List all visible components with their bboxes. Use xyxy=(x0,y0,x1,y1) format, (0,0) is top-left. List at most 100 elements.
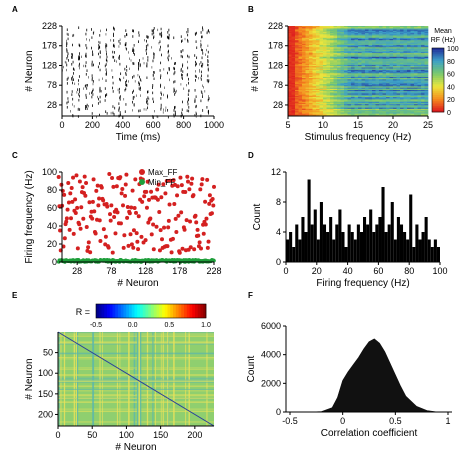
heat-cell xyxy=(302,111,306,113)
heat-cell xyxy=(326,99,331,101)
heat-cell xyxy=(386,67,390,69)
heat-cell xyxy=(372,27,376,29)
heat-cell xyxy=(368,31,373,34)
heat-cell xyxy=(316,37,320,40)
heat-cell xyxy=(291,46,296,48)
heat-cell xyxy=(291,101,296,104)
heat-cell xyxy=(407,66,411,68)
heat-cell xyxy=(393,99,397,101)
heat-cell xyxy=(407,93,411,95)
heat-cell xyxy=(389,97,394,99)
max-ff-point xyxy=(199,182,204,187)
heat-cell xyxy=(403,93,408,95)
heat-cell xyxy=(298,78,303,80)
heat-cell xyxy=(410,40,415,42)
histogram-bar xyxy=(319,202,323,262)
heat-cell xyxy=(368,87,373,90)
heat-cell xyxy=(424,74,429,77)
heat-cell xyxy=(421,89,425,92)
heat-cell xyxy=(396,59,401,61)
heat-cell xyxy=(295,80,299,82)
heat-cell xyxy=(407,78,411,80)
heat-cell xyxy=(305,73,310,75)
heat-cell xyxy=(288,53,292,55)
heat-cell xyxy=(295,56,299,59)
heat-cell xyxy=(389,57,394,60)
heat-cell xyxy=(417,50,422,53)
colorbar-cell xyxy=(432,103,444,106)
heat-cell xyxy=(372,106,376,109)
heat-cell xyxy=(291,41,296,43)
heat-cell xyxy=(358,113,362,116)
heat-cell xyxy=(407,81,411,84)
colorbar-tick-label: 60 xyxy=(447,72,455,79)
colorbar-cell xyxy=(137,304,141,318)
heat-cell xyxy=(340,26,345,28)
heat-cell xyxy=(393,57,397,60)
heat-cell xyxy=(407,100,411,103)
heat-cell xyxy=(407,71,411,73)
heat-cell xyxy=(372,112,376,114)
heat-cell xyxy=(305,37,310,40)
heat-cell xyxy=(351,104,355,106)
heat-cell xyxy=(312,44,317,47)
heat-cell xyxy=(424,95,429,98)
heat-cell xyxy=(358,94,362,97)
max-ff-point xyxy=(96,203,101,208)
heat-cell xyxy=(368,59,373,61)
heat-cell xyxy=(312,63,317,66)
heat-cell xyxy=(344,100,348,103)
heat-cell xyxy=(389,66,394,68)
heat-cell xyxy=(316,101,320,104)
heat-cell xyxy=(337,94,341,97)
heat-cell xyxy=(354,107,359,110)
heat-cell xyxy=(295,52,299,54)
heat-cell xyxy=(368,26,373,28)
heat-cell xyxy=(333,61,338,64)
heat-cell xyxy=(368,84,373,86)
heat-cell xyxy=(368,29,373,32)
heat-cell xyxy=(414,97,418,99)
heat-cell xyxy=(330,29,334,32)
heat-cell xyxy=(312,67,317,69)
heat-cell xyxy=(372,57,376,60)
colorbar-cell xyxy=(432,65,444,68)
matrix-row-band xyxy=(58,342,214,344)
heat-cell xyxy=(309,89,313,92)
heat-cell xyxy=(295,112,299,114)
heat-cell xyxy=(330,75,334,78)
heat-cell xyxy=(403,81,408,84)
heat-cell xyxy=(351,65,355,67)
heat-cell xyxy=(400,63,404,66)
heat-cell xyxy=(326,101,331,104)
max-ff-point xyxy=(155,197,160,202)
heat-cell xyxy=(375,98,380,100)
heat-cell xyxy=(375,48,380,50)
heat-cell xyxy=(421,73,425,75)
heat-cell xyxy=(400,98,404,100)
heat-cell xyxy=(421,91,425,93)
heat-cell xyxy=(361,75,366,78)
y-axis-label: Firing frequency (Hz) xyxy=(24,170,35,263)
heat-cell xyxy=(410,50,415,53)
heat-cell xyxy=(361,43,366,46)
heat-cell xyxy=(365,79,369,81)
heat-cell xyxy=(365,108,369,111)
heat-cell xyxy=(302,106,306,109)
heat-cell xyxy=(326,43,331,46)
heat-cell xyxy=(372,37,376,40)
heat-cell xyxy=(295,86,299,88)
heat-cell xyxy=(344,107,348,110)
heat-cell xyxy=(323,68,327,71)
heat-cell xyxy=(365,39,369,41)
heat-cell xyxy=(354,48,359,50)
y-tick-label: 80 xyxy=(47,185,57,195)
y-axis-label: # Neuron xyxy=(24,358,35,399)
heat-cell xyxy=(340,104,345,106)
heat-cell xyxy=(400,62,404,65)
heat-cell xyxy=(368,55,373,58)
heat-cell xyxy=(386,106,390,109)
heat-cell xyxy=(414,95,418,98)
heat-cell xyxy=(316,75,320,78)
heat-cell xyxy=(302,75,306,78)
